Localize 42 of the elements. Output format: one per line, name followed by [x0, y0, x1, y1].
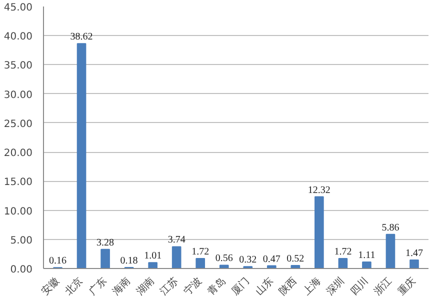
data-label: 3.28	[96, 237, 114, 248]
y-tick-label: 10.00	[4, 206, 33, 218]
x-tick-label: 广东	[86, 274, 110, 298]
x-tick-label: 深圳	[324, 274, 347, 298]
x-tick-label: 上海	[300, 274, 324, 298]
y-tick-label: 25.00	[4, 118, 33, 130]
data-label: 0.16	[49, 256, 67, 267]
data-label: 1.47	[405, 248, 423, 259]
x-tick-label: 山东	[252, 274, 276, 298]
x-tick-label: 江苏	[158, 274, 180, 298]
y-tick-label: 30.00	[4, 90, 33, 101]
y-tick-label: 45.00	[4, 2, 33, 14]
x-tick-label: 青岛	[205, 274, 228, 298]
data-label: 1.11	[358, 250, 376, 262]
data-label: 1.01	[144, 250, 162, 262]
y-tick-label: 40.00	[4, 32, 33, 43]
y-tick-label: 15.00	[4, 177, 33, 188]
data-label: 0.56	[215, 253, 233, 264]
data-label: 3.74	[168, 234, 186, 246]
x-tick-label: 四川	[348, 274, 371, 298]
x-tick-label: 安徽	[39, 274, 62, 298]
x-tick-label: 重庆	[396, 274, 418, 298]
x-tick-label: 湖南	[134, 274, 157, 298]
x-tick-label: 陕西	[276, 274, 300, 298]
y-tick-label: 0.00	[10, 264, 32, 276]
data-label: 38.62	[70, 32, 93, 43]
data-label: 0.18	[120, 255, 138, 266]
x-tick-label: 海南	[110, 274, 133, 298]
y-tick-label: 35.00	[4, 60, 33, 72]
data-label: 0.52	[286, 253, 304, 264]
x-tick-label: 厦门	[229, 274, 252, 298]
data-label: 12.32	[308, 184, 330, 196]
x-tick-label: 宁波	[182, 274, 204, 298]
x-tick-label: 浙江	[372, 274, 394, 298]
data-label: 1.72	[192, 246, 210, 258]
data-label: 0.47	[262, 254, 280, 265]
y-tick-label: 20.00	[4, 148, 33, 160]
x-tick-label: 北京	[62, 274, 86, 298]
data-label: 1.72	[334, 246, 352, 258]
data-label: 5.86	[382, 222, 400, 234]
y-tick-label: 5.00	[10, 235, 32, 246]
data-label: 0.32	[239, 254, 257, 266]
